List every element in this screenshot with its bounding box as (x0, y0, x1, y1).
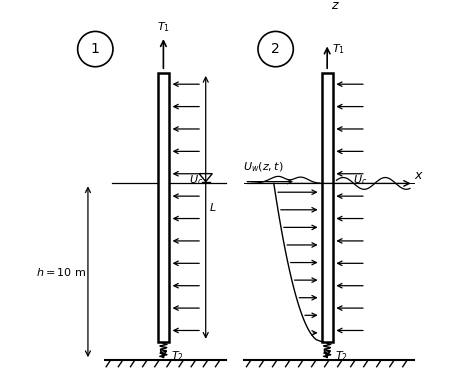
Text: $U_c$: $U_c$ (353, 173, 367, 187)
Text: $U_c$: $U_c$ (189, 173, 203, 187)
Text: $z$: $z$ (331, 0, 340, 12)
Text: $h = 10$ m: $h = 10$ m (36, 266, 86, 278)
Text: $x$: $x$ (414, 169, 424, 182)
Text: $T_1$: $T_1$ (157, 20, 170, 34)
Text: $T_2$: $T_2$ (172, 349, 184, 363)
Text: $U_w(z,t)$: $U_w(z,t)$ (243, 160, 283, 174)
Text: $T_1$: $T_1$ (332, 42, 345, 56)
Text: $L$: $L$ (209, 201, 216, 214)
Text: 2: 2 (271, 42, 280, 56)
Bar (322, 73, 333, 342)
Text: 1: 1 (91, 42, 100, 56)
Bar (158, 73, 169, 342)
Text: $T_2$: $T_2$ (335, 349, 348, 363)
